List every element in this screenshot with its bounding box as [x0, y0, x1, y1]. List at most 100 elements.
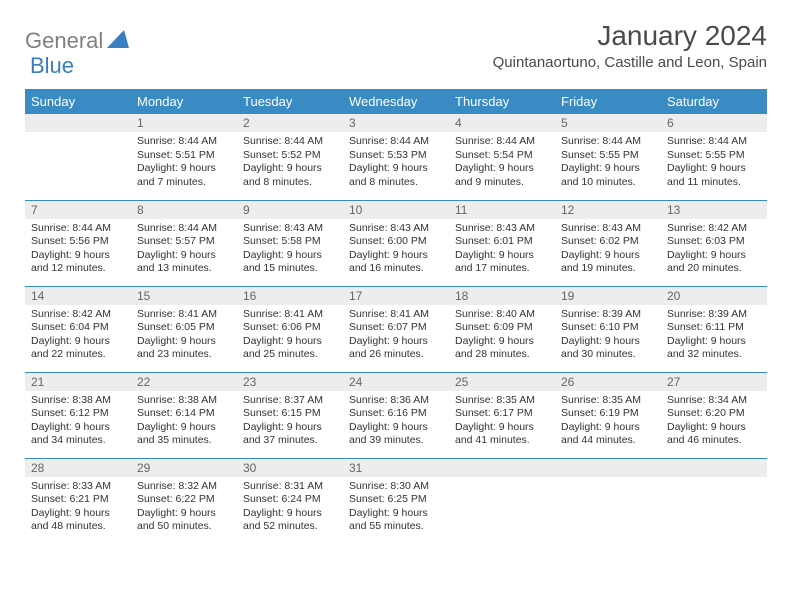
title-block: January 2024 Quintanaortuno, Castille an…: [493, 20, 767, 71]
calendar-cell: 2Sunrise: 8:44 AMSunset: 5:52 PMDaylight…: [237, 114, 343, 200]
day-number: 17: [343, 287, 449, 305]
weekday-header: Monday: [131, 89, 237, 114]
calendar-cell: 23Sunrise: 8:37 AMSunset: 6:15 PMDayligh…: [237, 372, 343, 458]
day-content: Sunrise: 8:44 AMSunset: 5:57 PMDaylight:…: [131, 219, 237, 283]
day-number: 27: [661, 373, 767, 391]
calendar-cell: 13Sunrise: 8:42 AMSunset: 6:03 PMDayligh…: [661, 200, 767, 286]
day-content: Sunrise: 8:37 AMSunset: 6:15 PMDaylight:…: [237, 391, 343, 455]
calendar-cell: 28Sunrise: 8:33 AMSunset: 6:21 PMDayligh…: [25, 458, 131, 544]
day-content: Sunrise: 8:41 AMSunset: 6:06 PMDaylight:…: [237, 305, 343, 369]
logo-text-general: General: [25, 28, 103, 54]
day-content: Sunrise: 8:32 AMSunset: 6:22 PMDaylight:…: [131, 477, 237, 541]
day-content: Sunrise: 8:38 AMSunset: 6:12 PMDaylight:…: [25, 391, 131, 455]
calendar-cell: 17Sunrise: 8:41 AMSunset: 6:07 PMDayligh…: [343, 286, 449, 372]
calendar-cell: [661, 458, 767, 544]
calendar-cell: 25Sunrise: 8:35 AMSunset: 6:17 PMDayligh…: [449, 372, 555, 458]
day-number: 16: [237, 287, 343, 305]
day-content: Sunrise: 8:42 AMSunset: 6:04 PMDaylight:…: [25, 305, 131, 369]
day-number: 14: [25, 287, 131, 305]
calendar-week-row: 1Sunrise: 8:44 AMSunset: 5:51 PMDaylight…: [25, 114, 767, 200]
calendar-cell: 3Sunrise: 8:44 AMSunset: 5:53 PMDaylight…: [343, 114, 449, 200]
calendar-cell: 14Sunrise: 8:42 AMSunset: 6:04 PMDayligh…: [25, 286, 131, 372]
day-number: 21: [25, 373, 131, 391]
day-number: 23: [237, 373, 343, 391]
day-content: Sunrise: 8:38 AMSunset: 6:14 PMDaylight:…: [131, 391, 237, 455]
calendar-week-row: 28Sunrise: 8:33 AMSunset: 6:21 PMDayligh…: [25, 458, 767, 544]
day-content: Sunrise: 8:40 AMSunset: 6:09 PMDaylight:…: [449, 305, 555, 369]
day-content: Sunrise: 8:39 AMSunset: 6:10 PMDaylight:…: [555, 305, 661, 369]
day-content: Sunrise: 8:35 AMSunset: 6:17 PMDaylight:…: [449, 391, 555, 455]
day-content: Sunrise: 8:42 AMSunset: 6:03 PMDaylight:…: [661, 219, 767, 283]
calendar-week-row: 7Sunrise: 8:44 AMSunset: 5:56 PMDaylight…: [25, 200, 767, 286]
day-number: 8: [131, 201, 237, 219]
calendar-cell: 6Sunrise: 8:44 AMSunset: 5:55 PMDaylight…: [661, 114, 767, 200]
day-number: 28: [25, 459, 131, 477]
day-number: [555, 459, 661, 477]
calendar-cell: 12Sunrise: 8:43 AMSunset: 6:02 PMDayligh…: [555, 200, 661, 286]
weekday-header: Friday: [555, 89, 661, 114]
day-number: 22: [131, 373, 237, 391]
calendar-cell: 15Sunrise: 8:41 AMSunset: 6:05 PMDayligh…: [131, 286, 237, 372]
calendar-body: 1Sunrise: 8:44 AMSunset: 5:51 PMDaylight…: [25, 114, 767, 544]
calendar-cell: 9Sunrise: 8:43 AMSunset: 5:58 PMDaylight…: [237, 200, 343, 286]
day-number: 7: [25, 201, 131, 219]
day-number: 9: [237, 201, 343, 219]
month-title: January 2024: [493, 20, 767, 52]
calendar-cell: 18Sunrise: 8:40 AMSunset: 6:09 PMDayligh…: [449, 286, 555, 372]
calendar-cell: 27Sunrise: 8:34 AMSunset: 6:20 PMDayligh…: [661, 372, 767, 458]
day-content: Sunrise: 8:36 AMSunset: 6:16 PMDaylight:…: [343, 391, 449, 455]
day-number: 15: [131, 287, 237, 305]
day-content: Sunrise: 8:33 AMSunset: 6:21 PMDaylight:…: [25, 477, 131, 541]
day-content: Sunrise: 8:43 AMSunset: 6:02 PMDaylight:…: [555, 219, 661, 283]
day-content: Sunrise: 8:43 AMSunset: 6:00 PMDaylight:…: [343, 219, 449, 283]
day-number: 31: [343, 459, 449, 477]
weekday-header: Tuesday: [237, 89, 343, 114]
day-content: Sunrise: 8:30 AMSunset: 6:25 PMDaylight:…: [343, 477, 449, 541]
day-number: 6: [661, 114, 767, 132]
day-number: 5: [555, 114, 661, 132]
day-number: 3: [343, 114, 449, 132]
day-content: Sunrise: 8:43 AMSunset: 5:58 PMDaylight:…: [237, 219, 343, 283]
location: Quintanaortuno, Castille and Leon, Spain: [493, 54, 767, 71]
calendar-cell: 30Sunrise: 8:31 AMSunset: 6:24 PMDayligh…: [237, 458, 343, 544]
day-content: Sunrise: 8:44 AMSunset: 5:55 PMDaylight:…: [555, 132, 661, 196]
triangle-icon: [107, 30, 129, 53]
day-number: [25, 114, 131, 132]
day-number: 11: [449, 201, 555, 219]
day-content: Sunrise: 8:44 AMSunset: 5:51 PMDaylight:…: [131, 132, 237, 196]
day-number: 2: [237, 114, 343, 132]
logo: General: [25, 20, 131, 54]
day-content: Sunrise: 8:43 AMSunset: 6:01 PMDaylight:…: [449, 219, 555, 283]
calendar-cell: [555, 458, 661, 544]
calendar-header-row: SundayMondayTuesdayWednesdayThursdayFrid…: [25, 89, 767, 114]
calendar-cell: 11Sunrise: 8:43 AMSunset: 6:01 PMDayligh…: [449, 200, 555, 286]
day-content: Sunrise: 8:44 AMSunset: 5:54 PMDaylight:…: [449, 132, 555, 196]
calendar-cell: 24Sunrise: 8:36 AMSunset: 6:16 PMDayligh…: [343, 372, 449, 458]
day-number: [661, 459, 767, 477]
day-content: Sunrise: 8:31 AMSunset: 6:24 PMDaylight:…: [237, 477, 343, 541]
calendar-cell: 21Sunrise: 8:38 AMSunset: 6:12 PMDayligh…: [25, 372, 131, 458]
day-number: [449, 459, 555, 477]
day-content: Sunrise: 8:41 AMSunset: 6:07 PMDaylight:…: [343, 305, 449, 369]
day-number: 20: [661, 287, 767, 305]
day-number: 30: [237, 459, 343, 477]
day-content: Sunrise: 8:34 AMSunset: 6:20 PMDaylight:…: [661, 391, 767, 455]
day-number: 25: [449, 373, 555, 391]
calendar-cell: 16Sunrise: 8:41 AMSunset: 6:06 PMDayligh…: [237, 286, 343, 372]
calendar-cell: 29Sunrise: 8:32 AMSunset: 6:22 PMDayligh…: [131, 458, 237, 544]
calendar-cell: 31Sunrise: 8:30 AMSunset: 6:25 PMDayligh…: [343, 458, 449, 544]
day-number: 1: [131, 114, 237, 132]
day-number: 18: [449, 287, 555, 305]
calendar-cell: 19Sunrise: 8:39 AMSunset: 6:10 PMDayligh…: [555, 286, 661, 372]
calendar-week-row: 14Sunrise: 8:42 AMSunset: 6:04 PMDayligh…: [25, 286, 767, 372]
calendar-cell: 10Sunrise: 8:43 AMSunset: 6:00 PMDayligh…: [343, 200, 449, 286]
day-content: Sunrise: 8:35 AMSunset: 6:19 PMDaylight:…: [555, 391, 661, 455]
day-content: Sunrise: 8:44 AMSunset: 5:53 PMDaylight:…: [343, 132, 449, 196]
calendar-cell: 5Sunrise: 8:44 AMSunset: 5:55 PMDaylight…: [555, 114, 661, 200]
day-number: 10: [343, 201, 449, 219]
day-number: 19: [555, 287, 661, 305]
calendar-cell: 4Sunrise: 8:44 AMSunset: 5:54 PMDaylight…: [449, 114, 555, 200]
day-number: 13: [661, 201, 767, 219]
calendar-cell: 22Sunrise: 8:38 AMSunset: 6:14 PMDayligh…: [131, 372, 237, 458]
calendar-week-row: 21Sunrise: 8:38 AMSunset: 6:12 PMDayligh…: [25, 372, 767, 458]
